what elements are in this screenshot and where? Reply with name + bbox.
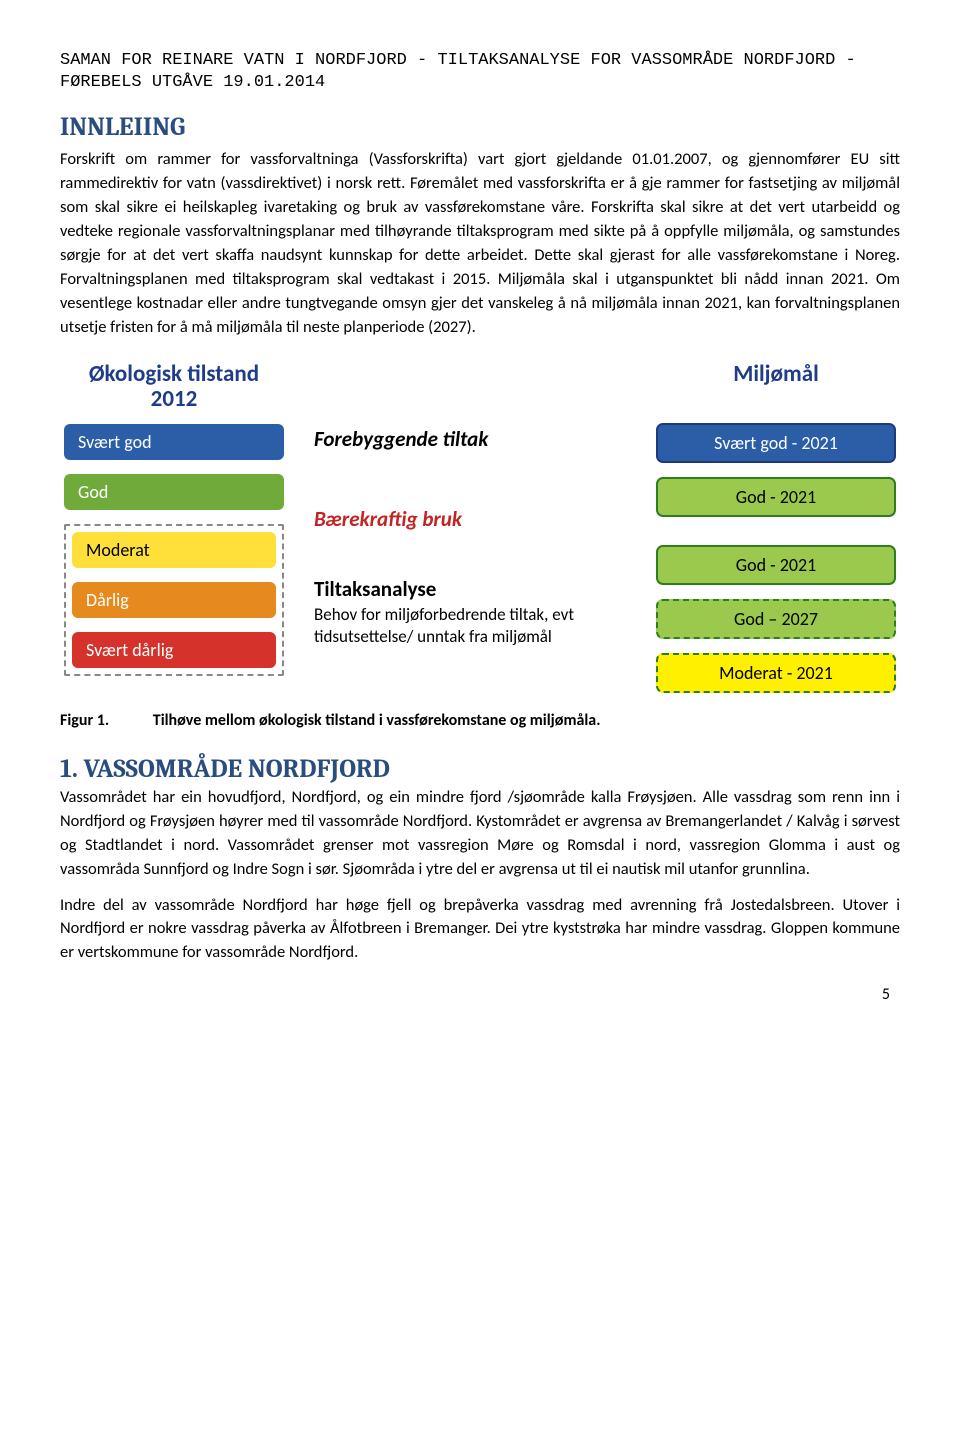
status-moderat: Moderat <box>72 532 276 568</box>
heading-innleiing: INNLEIING <box>60 112 900 142</box>
mid-heading-tiltaksanalyse: Tiltaksanalyse <box>314 576 626 602</box>
goal-god-2021-a: God - 2021 <box>656 477 896 517</box>
figure-caption-label: Figur 1. <box>60 711 109 730</box>
status-svaert-daarlig: Svært dårlig <box>72 632 276 668</box>
status-god: God <box>64 474 284 510</box>
mid-heading-baerekraftig: Bærekraftig bruk <box>314 506 626 532</box>
goal-god-2027: God – 2027 <box>656 599 896 639</box>
mid-heading-forebyggende: Forebyggende tiltak <box>314 426 626 452</box>
figure-1-caption: Figur 1. Tilhøve mellom økologisk tilsta… <box>60 711 900 730</box>
heading-vassomraade: 1. VASSOMRÅDE NORDFJORD <box>60 754 900 784</box>
figure-1-diagram: Økologisk tilstand2012 Svært god God Mod… <box>60 362 900 693</box>
paragraph-vassomraade-1: Vassområdet har ein hovudfjord, Nordfjor… <box>60 786 900 882</box>
mid-body-tiltaksanalyse: Behov for miljøforbedrende tiltak, evt t… <box>314 604 626 648</box>
status-daarlig: Dårlig <box>72 582 276 618</box>
status-lower-group: Moderat Dårlig Svært dårlig <box>64 524 284 676</box>
running-header: SAMAN FOR REINARE VATN I NORDFJORD - TIL… <box>60 50 900 94</box>
goal-god-2021-b: God - 2021 <box>656 545 896 585</box>
status-svaert-god: Svært god <box>64 424 284 460</box>
paragraph-vassomraade-2: Indre del av vassområde Nordfjord har hø… <box>60 894 900 966</box>
goal-moderat-2021: Moderat - 2021 <box>656 653 896 693</box>
figure-caption-text: Tilhøve mellom økologisk tilstand i vass… <box>153 711 601 730</box>
page-number: 5 <box>60 985 900 1004</box>
paragraph-intro: Forskrift om rammer for vassforvaltninga… <box>60 148 900 339</box>
diagram-left-title: Økologisk tilstand2012 <box>64 362 284 413</box>
diagram-right-title: Miljømål <box>656 362 896 387</box>
goal-svaert-god-2021: Svært god - 2021 <box>656 423 896 463</box>
